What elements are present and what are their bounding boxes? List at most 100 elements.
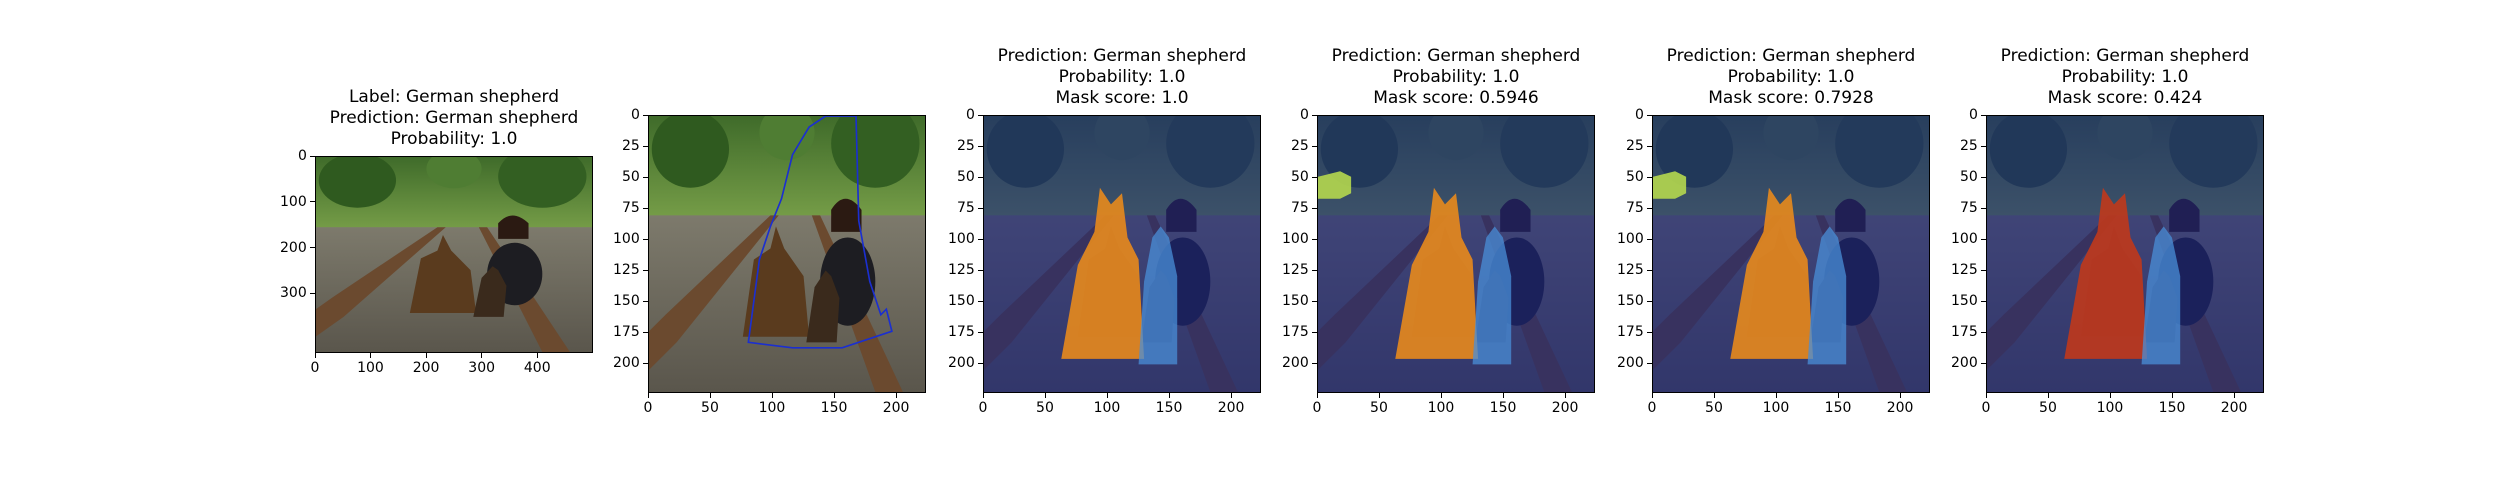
y-tick-label: 150 — [1617, 293, 1644, 310]
dog-right — [806, 270, 840, 343]
tree-canopy — [759, 116, 815, 161]
tree-canopy — [426, 157, 482, 189]
dog-mask-left — [1061, 187, 1145, 359]
y-tick-label: 150 — [613, 293, 640, 310]
x-tick-label: 0 — [643, 400, 653, 416]
person-hair — [831, 198, 862, 232]
x-tick-label: 50 — [1370, 400, 1388, 416]
title-line: Prediction: German shepherd — [997, 46, 1247, 66]
y-tick-label: 175 — [948, 324, 975, 341]
y-tick — [978, 238, 983, 240]
y-tick-label: 125 — [1282, 262, 1309, 279]
image-canvas — [1987, 116, 2263, 392]
y-tick-label: 0 — [1635, 107, 1644, 123]
person-hair — [498, 215, 529, 239]
y-tick — [643, 176, 648, 178]
x-tick-label: 0 — [1981, 400, 1991, 416]
x-tick-label: 200 — [1551, 400, 1579, 416]
x-tick-label: 200 — [1217, 400, 1245, 416]
x-tick-label: 200 — [1886, 400, 1914, 416]
y-tick-label: 125 — [1617, 262, 1644, 279]
x-tick — [1440, 393, 1442, 398]
x-tick-label: 0 — [310, 360, 320, 376]
x-tick-label: 300 — [468, 360, 496, 376]
x-tick — [314, 353, 316, 358]
x-tick — [833, 393, 835, 398]
x-tick-label: 150 — [1824, 400, 1852, 416]
x-tick — [1044, 393, 1046, 398]
y-tick — [978, 207, 983, 209]
y-tick — [643, 269, 648, 271]
x-tick-label: 100 — [1093, 400, 1121, 416]
x-tick — [709, 393, 711, 398]
title-line: Probability: 1.0 — [390, 129, 518, 149]
dog-mask-right — [1472, 226, 1512, 365]
y-tick-label: 50 — [1960, 169, 1978, 186]
subplot-title: Prediction: German shepherd Probability: … — [1926, 46, 2324, 109]
y-tick-label: 0 — [298, 148, 307, 164]
image-axes — [648, 115, 926, 393]
y-tick — [1312, 176, 1317, 178]
image-canvas — [316, 157, 592, 352]
image-canvas — [1653, 116, 1929, 392]
y-tick — [978, 362, 983, 364]
dog-mask-right — [1807, 226, 1847, 365]
y-tick-label: 100 — [613, 231, 640, 248]
x-tick — [1502, 393, 1504, 398]
tree-canopy — [831, 116, 920, 188]
y-tick — [1981, 145, 1986, 147]
y-tick — [643, 362, 648, 364]
x-tick — [1316, 393, 1318, 398]
x-tick — [895, 393, 897, 398]
y-tick-label: 0 — [1969, 107, 1978, 123]
y-tick — [1647, 176, 1652, 178]
y-tick-label: 25 — [1960, 138, 1978, 155]
x-tick-label: 150 — [2158, 400, 2186, 416]
y-tick — [1312, 300, 1317, 302]
x-tick — [1378, 393, 1380, 398]
dog-mask-right — [2141, 226, 2181, 365]
green-patch-mask — [1318, 171, 1352, 199]
image-axes — [1986, 115, 2264, 393]
y-tick-label: 125 — [1951, 262, 1978, 279]
dog-left — [409, 235, 477, 313]
y-tick-label: 200 — [1951, 355, 1978, 372]
y-tick-label: 200 — [280, 239, 307, 256]
x-tick-label: 150 — [1155, 400, 1183, 416]
y-tick — [1981, 331, 1986, 333]
y-tick — [978, 145, 983, 147]
x-tick-label: 200 — [412, 360, 440, 376]
x-tick-label: 200 — [2220, 400, 2248, 416]
y-tick-label: 25 — [622, 138, 640, 155]
dog-mask-left — [1730, 187, 1814, 359]
y-tick — [1647, 269, 1652, 271]
y-tick — [1312, 269, 1317, 271]
x-tick — [1837, 393, 1839, 398]
y-tick-label: 75 — [1291, 200, 1309, 217]
x-tick-label: 200 — [882, 400, 910, 416]
dog-mask-left — [1395, 187, 1479, 359]
x-tick — [2047, 393, 2049, 398]
y-tick — [1647, 145, 1652, 147]
y-tick-label: 75 — [1960, 200, 1978, 217]
x-tick-label: 100 — [357, 360, 384, 376]
y-tick — [643, 300, 648, 302]
x-tick-label: 0 — [978, 400, 988, 416]
y-tick — [978, 300, 983, 302]
y-tick — [1312, 238, 1317, 240]
y-tick-label: 175 — [1617, 324, 1644, 341]
y-tick-label: 0 — [966, 107, 975, 123]
x-tick — [1168, 393, 1170, 398]
x-tick-label: 150 — [1489, 400, 1517, 416]
y-tick — [1312, 207, 1317, 209]
y-tick-label: 200 — [613, 355, 640, 372]
title-line: Mask score: 0.424 — [2047, 88, 2203, 108]
y-tick-label: 200 — [948, 355, 975, 372]
dog-left — [742, 226, 810, 337]
x-tick — [647, 393, 649, 398]
y-tick-label: 100 — [1951, 231, 1978, 248]
image-axes — [1317, 115, 1595, 393]
x-tick-label: 400 — [523, 360, 551, 376]
y-tick — [1981, 114, 1986, 116]
image-canvas — [649, 116, 925, 392]
